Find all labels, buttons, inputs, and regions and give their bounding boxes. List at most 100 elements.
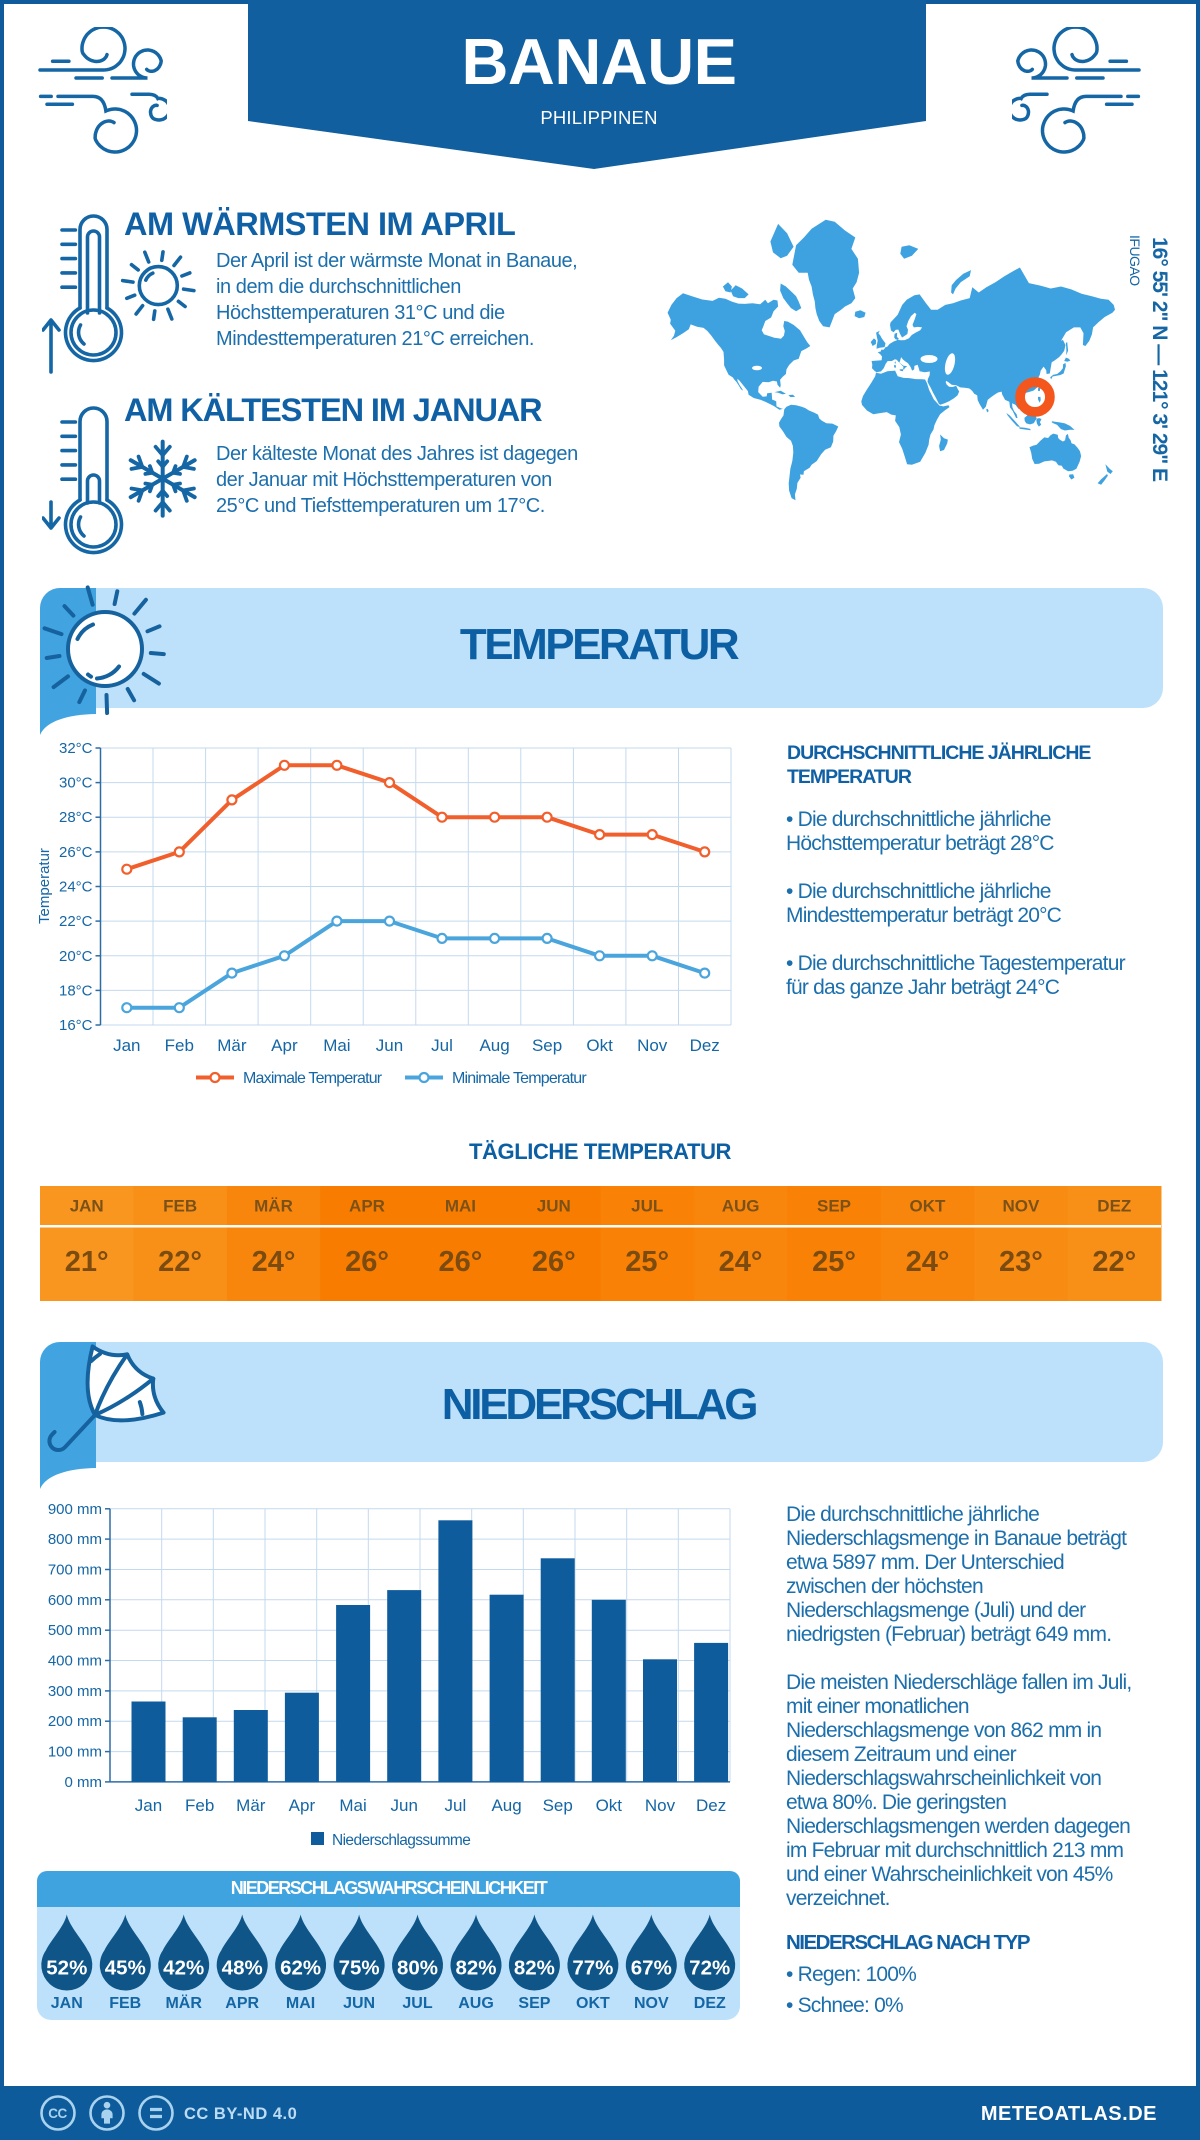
svg-text:700 mm: 700 mm bbox=[48, 1562, 102, 1579]
svg-text:62%: 62% bbox=[280, 1957, 321, 1980]
svg-text:82%: 82% bbox=[455, 1957, 496, 1980]
svg-text:JAN: JAN bbox=[51, 1995, 83, 2012]
svg-text:900 mm: 900 mm bbox=[48, 1501, 102, 1518]
svg-text:Mai: Mai bbox=[339, 1796, 366, 1815]
svg-text:MAI: MAI bbox=[445, 1197, 476, 1216]
svg-text:Aug: Aug bbox=[479, 1036, 509, 1055]
svg-text:JUN: JUN bbox=[537, 1197, 571, 1216]
svg-text:Jul: Jul bbox=[445, 1796, 467, 1815]
svg-text:Nov: Nov bbox=[645, 1796, 676, 1815]
svg-text:MAI: MAI bbox=[286, 1995, 315, 2012]
svg-text:67%: 67% bbox=[631, 1957, 672, 1980]
svg-text:Sep: Sep bbox=[543, 1796, 573, 1815]
svg-text:42%: 42% bbox=[163, 1957, 204, 1980]
svg-text:24°: 24° bbox=[719, 1246, 763, 1278]
svg-text:Feb: Feb bbox=[185, 1796, 214, 1815]
svg-text:Dez: Dez bbox=[690, 1036, 720, 1055]
svg-text:NOV: NOV bbox=[1002, 1197, 1040, 1216]
svg-text:800 mm: 800 mm bbox=[48, 1531, 102, 1548]
svg-text:24°: 24° bbox=[252, 1246, 296, 1278]
svg-text:FEB: FEB bbox=[163, 1197, 197, 1216]
svg-text:Mär: Mär bbox=[217, 1036, 247, 1055]
svg-text:SEP: SEP bbox=[817, 1197, 851, 1216]
svg-text:22°: 22° bbox=[158, 1246, 202, 1278]
svg-text:52%: 52% bbox=[46, 1957, 87, 1980]
svg-text:AUG: AUG bbox=[458, 1995, 494, 2012]
svg-text:75%: 75% bbox=[339, 1957, 380, 1980]
svg-text:Jan: Jan bbox=[113, 1036, 140, 1055]
svg-text:OKT: OKT bbox=[576, 1995, 610, 2012]
svg-text:26°C: 26°C bbox=[59, 844, 93, 861]
svg-text:Niederschlagssumme: Niederschlagssumme bbox=[332, 1832, 470, 1849]
svg-text:AUG: AUG bbox=[722, 1197, 760, 1216]
svg-text:MÄR: MÄR bbox=[254, 1197, 293, 1216]
svg-text:200 mm: 200 mm bbox=[48, 1713, 102, 1730]
svg-text:26°: 26° bbox=[438, 1246, 482, 1278]
svg-text:CC BY-ND 4.0: CC BY-ND 4.0 bbox=[184, 2105, 297, 2123]
svg-text:NOV: NOV bbox=[634, 1995, 669, 2012]
svg-text:77%: 77% bbox=[572, 1957, 613, 1980]
svg-text:Maximale Temperatur: Maximale Temperatur bbox=[243, 1070, 383, 1087]
svg-text:30°C: 30°C bbox=[59, 775, 93, 792]
svg-text:APR: APR bbox=[225, 1995, 259, 2012]
svg-text:APR: APR bbox=[349, 1197, 385, 1216]
svg-text:22°C: 22°C bbox=[59, 913, 93, 930]
svg-text:Dez: Dez bbox=[696, 1796, 726, 1815]
svg-text:Jun: Jun bbox=[390, 1796, 417, 1815]
svg-text:18°C: 18°C bbox=[59, 982, 93, 999]
svg-text:SEP: SEP bbox=[518, 1995, 550, 2012]
svg-text:32°C: 32°C bbox=[59, 740, 93, 757]
svg-text:48%: 48% bbox=[222, 1957, 263, 1980]
svg-text:82%: 82% bbox=[514, 1957, 555, 1980]
svg-text:Okt: Okt bbox=[586, 1036, 613, 1055]
svg-text:26°: 26° bbox=[532, 1246, 576, 1278]
svg-text:Sep: Sep bbox=[532, 1036, 562, 1055]
svg-text:16°C: 16°C bbox=[59, 1017, 93, 1034]
svg-text:METEOATLAS.DE: METEOATLAS.DE bbox=[981, 2103, 1157, 2125]
svg-text:16° 55' 2" N — 121° 3' 29" E: 16° 55' 2" N — 121° 3' 29" E bbox=[1148, 237, 1171, 482]
svg-text:DEZ: DEZ bbox=[1097, 1197, 1131, 1216]
svg-text:Feb: Feb bbox=[165, 1036, 194, 1055]
svg-text:100 mm: 100 mm bbox=[48, 1744, 102, 1761]
svg-text:25°: 25° bbox=[812, 1246, 856, 1278]
svg-text:0 mm: 0 mm bbox=[65, 1774, 103, 1791]
svg-text:JAN: JAN bbox=[70, 1197, 104, 1216]
svg-text:JUN: JUN bbox=[343, 1995, 375, 2012]
svg-text:25°: 25° bbox=[625, 1246, 669, 1278]
svg-text:300 mm: 300 mm bbox=[48, 1683, 102, 1700]
svg-text:MÄR: MÄR bbox=[165, 1994, 202, 2012]
svg-text:JUL: JUL bbox=[631, 1197, 663, 1216]
svg-text:CC: CC bbox=[48, 2106, 67, 2121]
svg-text:Apr: Apr bbox=[289, 1796, 316, 1815]
svg-text:DEZ: DEZ bbox=[694, 1995, 726, 2012]
svg-text:OKT: OKT bbox=[910, 1197, 947, 1216]
svg-text:24°: 24° bbox=[906, 1246, 950, 1278]
svg-text:21°: 21° bbox=[65, 1246, 109, 1278]
svg-text:Jun: Jun bbox=[376, 1036, 403, 1055]
svg-text:FEB: FEB bbox=[109, 1995, 141, 2012]
svg-text:Okt: Okt bbox=[596, 1796, 623, 1815]
svg-text:26°: 26° bbox=[345, 1246, 389, 1278]
svg-text:45%: 45% bbox=[105, 1957, 146, 1980]
svg-text:IFUGAO: IFUGAO bbox=[1127, 235, 1143, 286]
svg-text:24°C: 24°C bbox=[59, 879, 93, 896]
svg-text:Aug: Aug bbox=[491, 1796, 521, 1815]
svg-text:Temperatur: Temperatur bbox=[36, 848, 53, 924]
svg-text:Apr: Apr bbox=[271, 1036, 298, 1055]
svg-text:600 mm: 600 mm bbox=[48, 1592, 102, 1609]
svg-text:Jul: Jul bbox=[431, 1036, 453, 1055]
svg-text:20°C: 20°C bbox=[59, 948, 93, 965]
svg-text:72%: 72% bbox=[689, 1957, 730, 1980]
svg-text:Nov: Nov bbox=[637, 1036, 668, 1055]
svg-text:JUL: JUL bbox=[402, 1995, 432, 2012]
svg-text:Jan: Jan bbox=[135, 1796, 162, 1815]
svg-text:23°: 23° bbox=[999, 1246, 1043, 1278]
svg-text:Mai: Mai bbox=[323, 1036, 350, 1055]
svg-text:Minimale Temperatur: Minimale Temperatur bbox=[452, 1070, 587, 1087]
svg-text:22°: 22° bbox=[1092, 1246, 1136, 1278]
svg-text:80%: 80% bbox=[397, 1957, 438, 1980]
svg-text:28°C: 28°C bbox=[59, 809, 93, 826]
svg-text:Mär: Mär bbox=[236, 1796, 266, 1815]
svg-text:400 mm: 400 mm bbox=[48, 1653, 102, 1670]
svg-text:500 mm: 500 mm bbox=[48, 1622, 102, 1639]
